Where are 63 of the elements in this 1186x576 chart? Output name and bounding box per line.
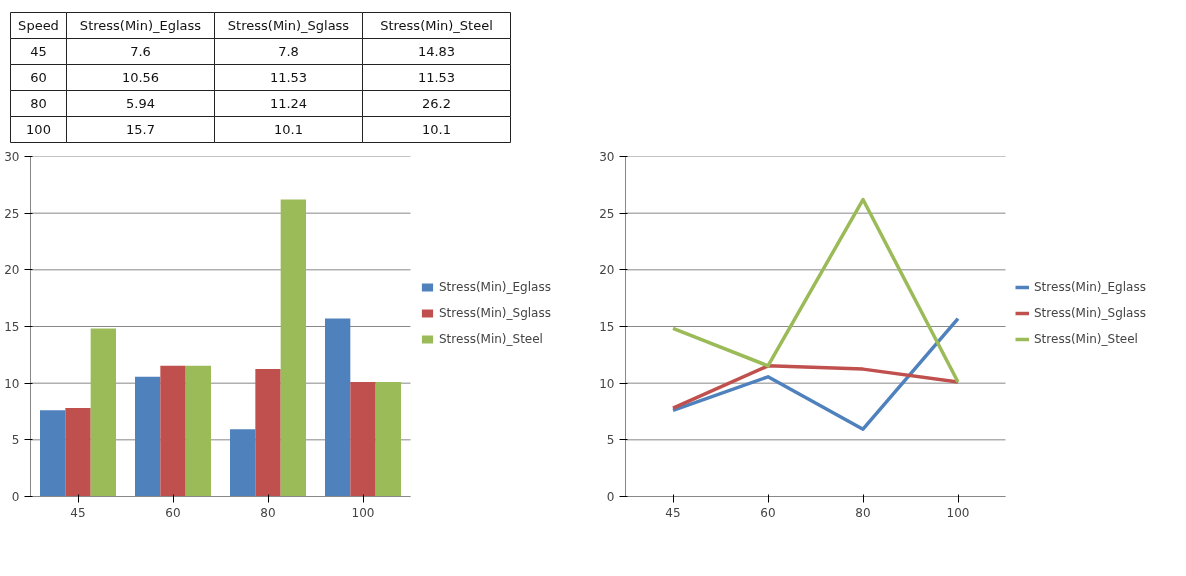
- bar: [160, 365, 186, 497]
- legend-label: Stress(Min)_Steel: [439, 332, 543, 346]
- data-label: 26.2: [422, 96, 451, 111]
- y-tick-label: 80: [30, 96, 47, 111]
- y-tick-label: 25: [599, 206, 615, 221]
- y-tick-label: 60: [30, 70, 47, 85]
- y-tick-label: 10: [599, 376, 615, 391]
- data-label: 7.6: [130, 44, 151, 59]
- legend-label: Stress(Min)_Eglass: [439, 280, 551, 294]
- y-tick-label: 5: [606, 433, 615, 448]
- x-tick-label: 45: [70, 505, 86, 520]
- bar: [185, 365, 211, 497]
- data-label: 15.7: [126, 122, 155, 137]
- x-tick-label: 60: [165, 505, 181, 520]
- bar: [280, 199, 306, 497]
- y-tick-label: 45: [30, 44, 47, 59]
- data-label: 7.8: [278, 44, 299, 59]
- data-label: 10.1: [274, 122, 303, 137]
- bar: [350, 382, 376, 497]
- legend-label: Stress(Min)_Eglass: [1034, 280, 1146, 294]
- bar: [90, 328, 116, 497]
- y-tick-label: 0: [11, 490, 20, 504]
- x-tick-label: Stress(Min)_Eglass: [79, 18, 202, 33]
- x-tick-label: 100: [351, 505, 375, 520]
- y-tick-label: 100: [26, 122, 51, 137]
- data-label: 11.53: [417, 70, 456, 85]
- x-tick-label: 60: [760, 505, 776, 520]
- y-tick-label: 25: [4, 206, 20, 221]
- y-tick-label: 0: [606, 490, 615, 504]
- data-label: 14.83: [417, 44, 456, 59]
- data-label: 5.94: [126, 96, 155, 111]
- bar: [325, 318, 351, 497]
- line-series: [671, 316, 960, 431]
- data-label: 10.1: [422, 122, 451, 137]
- legend-label: Stress(Min)_Steel: [1034, 332, 1138, 346]
- line-series: [671, 197, 960, 384]
- bar: [65, 408, 91, 497]
- data-label: 11.24: [269, 96, 308, 111]
- bar: [230, 429, 256, 497]
- y-tick-label: 20: [4, 263, 20, 278]
- legend-label: Stress(Min)_Sglass: [439, 306, 551, 320]
- bar: [135, 376, 161, 497]
- data-label: 11.53: [269, 70, 308, 85]
- x-tick-label: 80: [855, 505, 871, 520]
- legend-label: Stress(Min)_Sglass: [1034, 306, 1146, 320]
- line-series: [671, 364, 960, 410]
- y-tick-label: 10: [4, 376, 20, 391]
- x-tick-label: 45: [665, 505, 681, 520]
- x-tick-label: 100: [946, 505, 970, 520]
- y-tick-label: 30: [4, 150, 20, 164]
- y-tick-label: 15: [599, 320, 615, 334]
- y-tick-label: 15: [4, 320, 20, 334]
- y-tick-label: 30: [599, 150, 615, 164]
- y-axis-title: Speed: [18, 18, 59, 33]
- data-label: 10.56: [121, 70, 160, 85]
- bar: [255, 369, 281, 497]
- x-tick-label: Stress(Min)_Steel: [380, 18, 493, 33]
- x-tick-label: Stress(Min)_Sglass: [227, 18, 350, 33]
- bar: [40, 410, 66, 497]
- y-tick-label: 5: [11, 433, 20, 448]
- bar: [375, 382, 401, 497]
- y-tick-label: 20: [599, 263, 615, 278]
- x-tick-label: 80: [260, 505, 276, 520]
